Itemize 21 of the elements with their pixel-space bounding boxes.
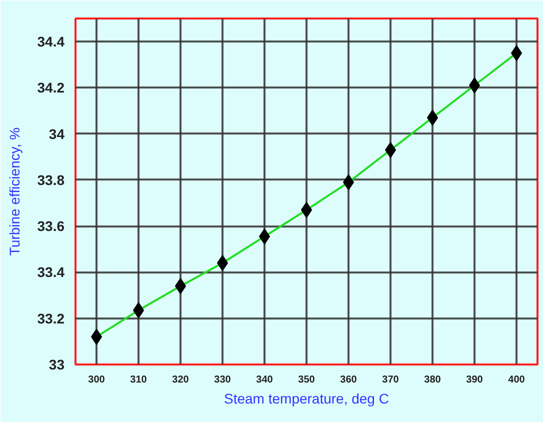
x-axis-title: Steam temperature, deg C: [224, 390, 389, 406]
x-tick-label: 320: [172, 374, 190, 386]
x-tick-label: 400: [508, 374, 526, 386]
x-tick-label: 340: [256, 374, 274, 386]
x-tick-label: 370: [382, 374, 400, 386]
x-tick-label: 380: [424, 374, 442, 386]
y-tick-label: 33.4: [37, 264, 65, 280]
x-tick-label: 360: [340, 374, 358, 386]
y-tick-label: 34.2: [37, 80, 65, 96]
y-tick-label: 33.8: [37, 172, 65, 188]
x-tick-label: 310: [130, 374, 148, 386]
y-tick-label: 34.4: [37, 34, 65, 50]
x-tick-label: 330: [214, 374, 232, 386]
y-tick-label: 33.6: [37, 218, 65, 234]
x-tick-label: 390: [466, 374, 484, 386]
x-tick-label: 300: [88, 374, 106, 386]
y-tick-label: 33: [48, 356, 65, 372]
y-tick-label: 33.2: [37, 310, 65, 326]
y-axis-title: Turbine efficiency, %: [6, 127, 22, 256]
y-tick-label: 34: [48, 126, 65, 142]
x-tick-label: 350: [298, 374, 316, 386]
